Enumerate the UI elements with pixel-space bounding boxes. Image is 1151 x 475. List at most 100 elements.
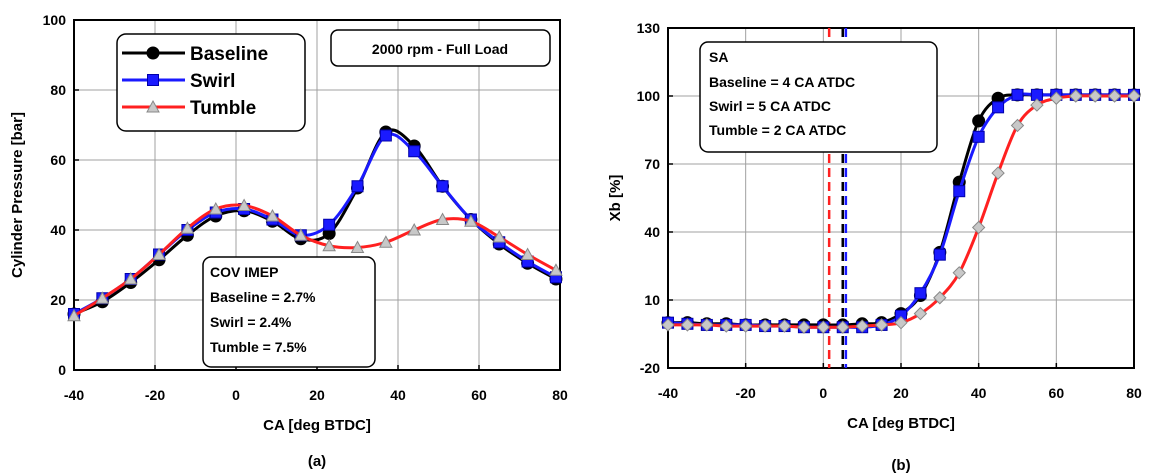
data-point [874, 318, 889, 332]
legend-marker [146, 46, 160, 60]
data-point [1010, 118, 1025, 133]
data-point [797, 320, 811, 334]
data-point [1049, 91, 1064, 105]
x-tick-label: 20 [309, 387, 325, 403]
data-point [914, 287, 927, 300]
data-point [933, 291, 947, 305]
data-point [435, 212, 450, 225]
panel-b-chart: -40 -20 0 20 40 60 80 -20 10 40 70 100 130 CA [deg BT… [607, 20, 1142, 474]
x-axis-label: CA [deg BTDC] [847, 415, 955, 432]
condition-box [330, 29, 551, 67]
data-point [180, 221, 195, 234]
data-point [758, 319, 772, 333]
series-tumble [67, 198, 563, 322]
x-tick-label: 40 [971, 385, 987, 401]
data-point [464, 214, 478, 227]
data-point [323, 218, 336, 231]
annotation-line: Baseline = 2.7% [210, 289, 316, 305]
annotation-box [202, 256, 376, 368]
y-tick-label: 100 [637, 88, 661, 104]
data-point [436, 180, 449, 193]
x-tick-label: 0 [232, 387, 240, 403]
y-tick-label: 130 [637, 20, 661, 36]
data-point [237, 198, 251, 211]
data-point [972, 130, 985, 143]
y-axis-label: Cylinder Pressure [bar] [9, 112, 26, 278]
data-point [680, 318, 695, 332]
annotation-title: SA [709, 49, 728, 65]
data-point [492, 229, 507, 243]
data-point [836, 320, 850, 334]
annotation-line: Tumble = 7.5% [210, 339, 307, 355]
data-point [95, 291, 110, 304]
data-point [992, 101, 1005, 114]
data-point [379, 235, 393, 248]
x-tick-label: 40 [390, 387, 406, 403]
y-tick-label: 40 [50, 222, 66, 238]
y-tick-label: 60 [50, 152, 66, 168]
data-point [738, 319, 753, 333]
annotation-title: COV IMEP [210, 264, 278, 280]
y-tick-label: -20 [640, 360, 660, 376]
data-point [408, 145, 421, 158]
annotation-line: Baseline = 4 CA ATDC [709, 74, 855, 90]
data-point [894, 315, 908, 330]
y-tick-label: 0 [58, 362, 66, 378]
data-point [208, 201, 223, 215]
data-point [67, 308, 81, 322]
data-point [719, 319, 733, 333]
x-tick-label: 60 [1049, 385, 1065, 401]
data-point [952, 266, 966, 280]
data-point [777, 319, 792, 333]
annotation-line: Swirl = 2.4% [210, 314, 292, 330]
data-point [265, 208, 280, 222]
data-point [351, 180, 364, 193]
data-point [322, 238, 336, 252]
data-point [1030, 98, 1044, 112]
data-point [407, 222, 422, 236]
data-point [520, 247, 535, 260]
y-tick-label: 80 [50, 82, 66, 98]
series-tumble [661, 89, 1141, 334]
annotation-line: Tumble = 2 CA ATDC [709, 122, 846, 138]
x-tick-label: -40 [658, 385, 678, 401]
y-tick-label: 100 [43, 12, 67, 28]
data-point [700, 318, 714, 332]
legend: Baseline Swirl Tumble [116, 33, 306, 132]
x-tick-label: 0 [819, 385, 827, 401]
panel-subtitle: (b) [891, 457, 910, 474]
data-point [379, 129, 392, 142]
data-point [1088, 89, 1102, 103]
x-tick-label: -20 [145, 387, 165, 403]
data-point [152, 247, 166, 260]
panel-subtitle: (a) [308, 453, 326, 470]
y-tick-label: 20 [50, 292, 66, 308]
legend-label: Baseline [190, 44, 268, 65]
data-point [1011, 88, 1024, 101]
legend-label: Tumble [190, 98, 256, 119]
x-axis-label: CA [deg BTDC] [263, 417, 371, 434]
legend-marker [146, 99, 160, 113]
condition-label: 2000 rpm - Full Load [372, 41, 508, 57]
x-tick-label: -20 [736, 385, 756, 401]
data-point [991, 166, 1005, 180]
legend-marker [147, 74, 159, 86]
x-tick-label: 80 [1126, 385, 1142, 401]
legend-label: Swirl [190, 71, 235, 92]
x-tick-label: 80 [552, 387, 568, 403]
data-point [549, 263, 563, 276]
data-point [971, 220, 986, 235]
data-point [1127, 89, 1141, 103]
data-point [350, 240, 365, 253]
panel-a-chart: -40 -20 0 20 40 60 80 0 20 40 60 80 100 CA [deg BTDC]… [9, 12, 568, 470]
data-point [972, 114, 986, 128]
x-tick-label: 60 [471, 387, 487, 403]
data-point [293, 228, 308, 241]
y-tick-label: 40 [644, 224, 660, 240]
data-point [933, 248, 946, 261]
data-point [661, 318, 675, 332]
data-point [953, 185, 966, 198]
data-point [816, 320, 831, 334]
x-tick-label: -40 [64, 387, 84, 403]
